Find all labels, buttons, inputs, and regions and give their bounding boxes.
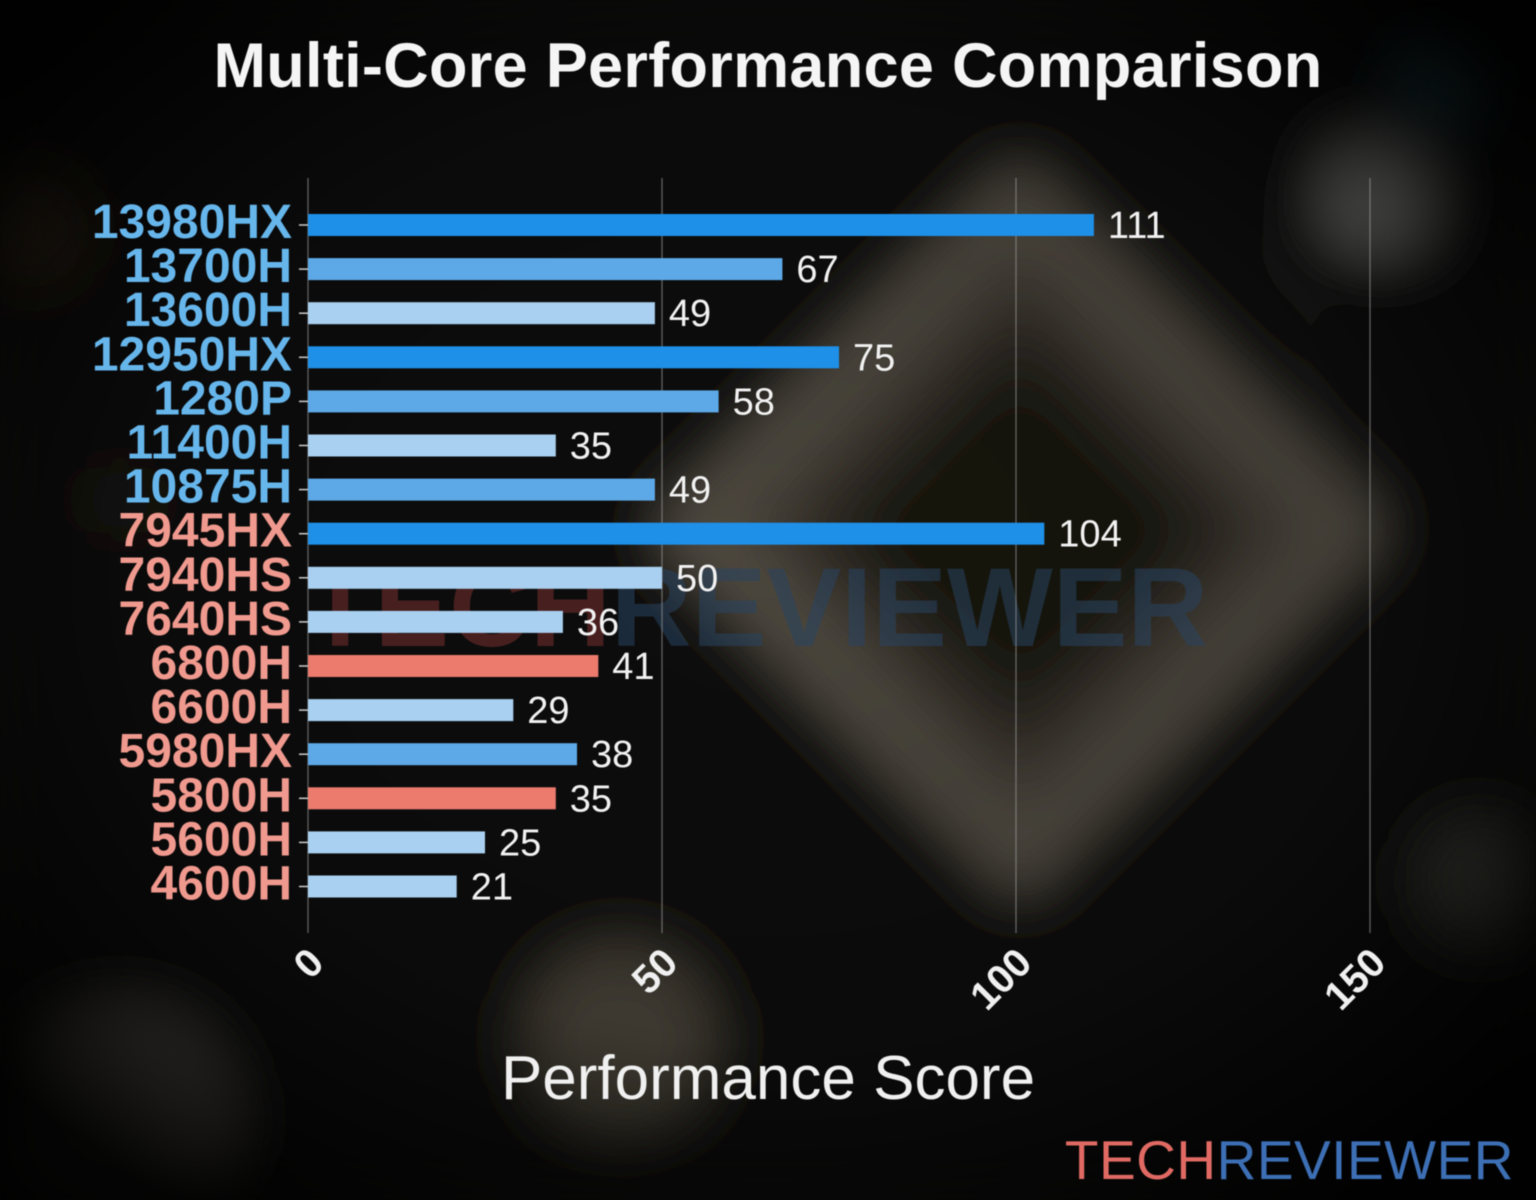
svg-text:67: 67 (796, 249, 838, 291)
svg-text:38: 38 (591, 734, 633, 776)
svg-text:49: 49 (669, 470, 711, 512)
svg-text:25: 25 (499, 822, 541, 864)
svg-text:35: 35 (570, 426, 612, 468)
svg-text:150: 150 (1316, 940, 1394, 1018)
svg-text:58: 58 (733, 381, 775, 423)
svg-text:36: 36 (577, 602, 619, 644)
svg-text:41: 41 (612, 646, 654, 688)
svg-text:104: 104 (1058, 514, 1121, 556)
svg-text:0: 0 (286, 940, 333, 987)
svg-text:100: 100 (962, 940, 1040, 1018)
svg-text:75: 75 (853, 337, 895, 379)
svg-text:50: 50 (676, 558, 718, 600)
svg-text:21: 21 (471, 867, 513, 909)
svg-text:29: 29 (527, 690, 569, 732)
svg-text:49: 49 (669, 293, 711, 335)
svg-text:50: 50 (624, 940, 687, 1003)
svg-text:111: 111 (1108, 205, 1166, 247)
svg-text:4600H: 4600H (151, 858, 292, 911)
svg-text:35: 35 (570, 778, 612, 820)
